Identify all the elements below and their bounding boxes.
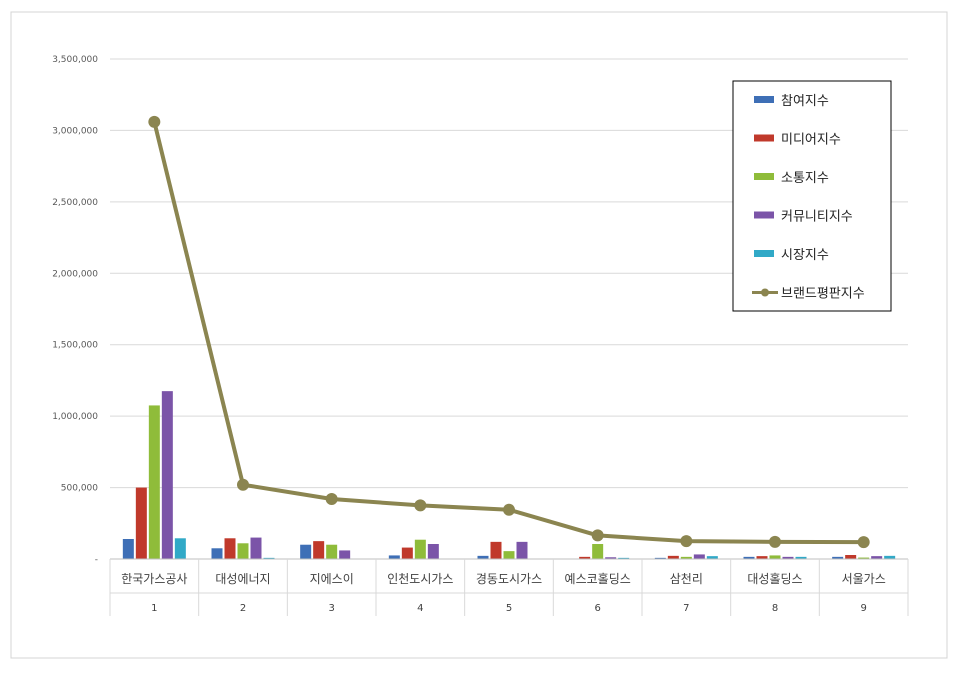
bar — [694, 554, 705, 559]
bar — [491, 542, 502, 559]
x-rank-label: 7 — [683, 603, 689, 614]
x-category-label: 대성에너지 — [215, 572, 270, 586]
y-tick-label: 3,500,000 — [52, 55, 98, 65]
line-point — [592, 529, 604, 541]
x-category-label: 경동도시가스 — [476, 572, 542, 586]
y-tick-label: 1,000,000 — [52, 412, 98, 422]
bar — [770, 555, 781, 559]
bar — [845, 555, 856, 559]
bar — [313, 541, 324, 559]
legend-box — [733, 81, 891, 311]
legend-swatch — [754, 173, 774, 180]
x-category-label: 한국가스공사 — [121, 572, 187, 586]
bar — [326, 545, 337, 559]
x-category-label: 서울가스 — [842, 572, 886, 586]
y-tick-label: 3,000,000 — [52, 126, 98, 136]
bar — [415, 540, 426, 559]
x-rank-label: 9 — [860, 603, 866, 614]
legend-label: 브랜드평판지수 — [781, 287, 865, 302]
x-category-label: 대성홀딩스 — [747, 572, 802, 586]
bar — [149, 405, 160, 559]
bar — [175, 538, 186, 559]
bar — [123, 539, 134, 559]
bar — [402, 548, 413, 559]
x-category-label: 인천도시가스 — [387, 571, 453, 586]
x-category-label: 예스코홀딩스 — [565, 572, 631, 586]
y-tick-label: 2,000,000 — [52, 269, 98, 279]
bar — [162, 391, 173, 559]
bar — [517, 542, 528, 559]
y-tick-label: - — [95, 555, 98, 565]
x-rank-label: 1 — [151, 603, 157, 614]
legend-swatch — [754, 96, 774, 103]
legend-label: 커뮤니티지수 — [781, 210, 853, 225]
bar — [389, 555, 400, 559]
legend-label: 시장지수 — [781, 248, 829, 263]
bar — [238, 543, 249, 559]
line-point — [769, 536, 781, 548]
line-point — [503, 504, 515, 516]
x-category-label: 삼천리 — [670, 571, 703, 586]
legend-swatch — [754, 212, 774, 219]
bar — [225, 538, 236, 559]
y-tick-label: 2,500,000 — [52, 198, 98, 208]
bar — [212, 548, 223, 559]
line-point — [148, 116, 160, 128]
legend-marker — [761, 289, 769, 297]
legend-label: 미디어지수 — [781, 133, 841, 148]
bar — [592, 544, 603, 559]
bar — [428, 544, 439, 559]
legend-swatch — [754, 135, 774, 142]
x-category-label: 지에스이 — [310, 572, 354, 586]
bar — [251, 538, 262, 559]
line-point — [326, 493, 338, 505]
line-point — [414, 499, 426, 511]
line-point — [680, 535, 692, 547]
legend-label: 소통지수 — [781, 171, 829, 186]
line-point — [858, 536, 870, 548]
legend-swatch — [754, 250, 774, 257]
x-rank-label: 6 — [594, 603, 600, 614]
x-rank-label: 4 — [417, 603, 423, 614]
bar — [136, 488, 147, 559]
line-point — [237, 479, 249, 491]
legend-label: 참여지수 — [781, 94, 829, 109]
y-tick-label: 1,500,000 — [52, 341, 98, 351]
x-rank-label: 2 — [240, 603, 246, 614]
bar — [504, 551, 515, 559]
x-rank-label: 8 — [772, 603, 778, 614]
y-tick-label: 500,000 — [61, 484, 98, 494]
bar — [300, 545, 311, 559]
x-rank-label: 3 — [328, 603, 334, 614]
x-rank-label: 5 — [506, 603, 512, 614]
bar — [339, 550, 350, 559]
